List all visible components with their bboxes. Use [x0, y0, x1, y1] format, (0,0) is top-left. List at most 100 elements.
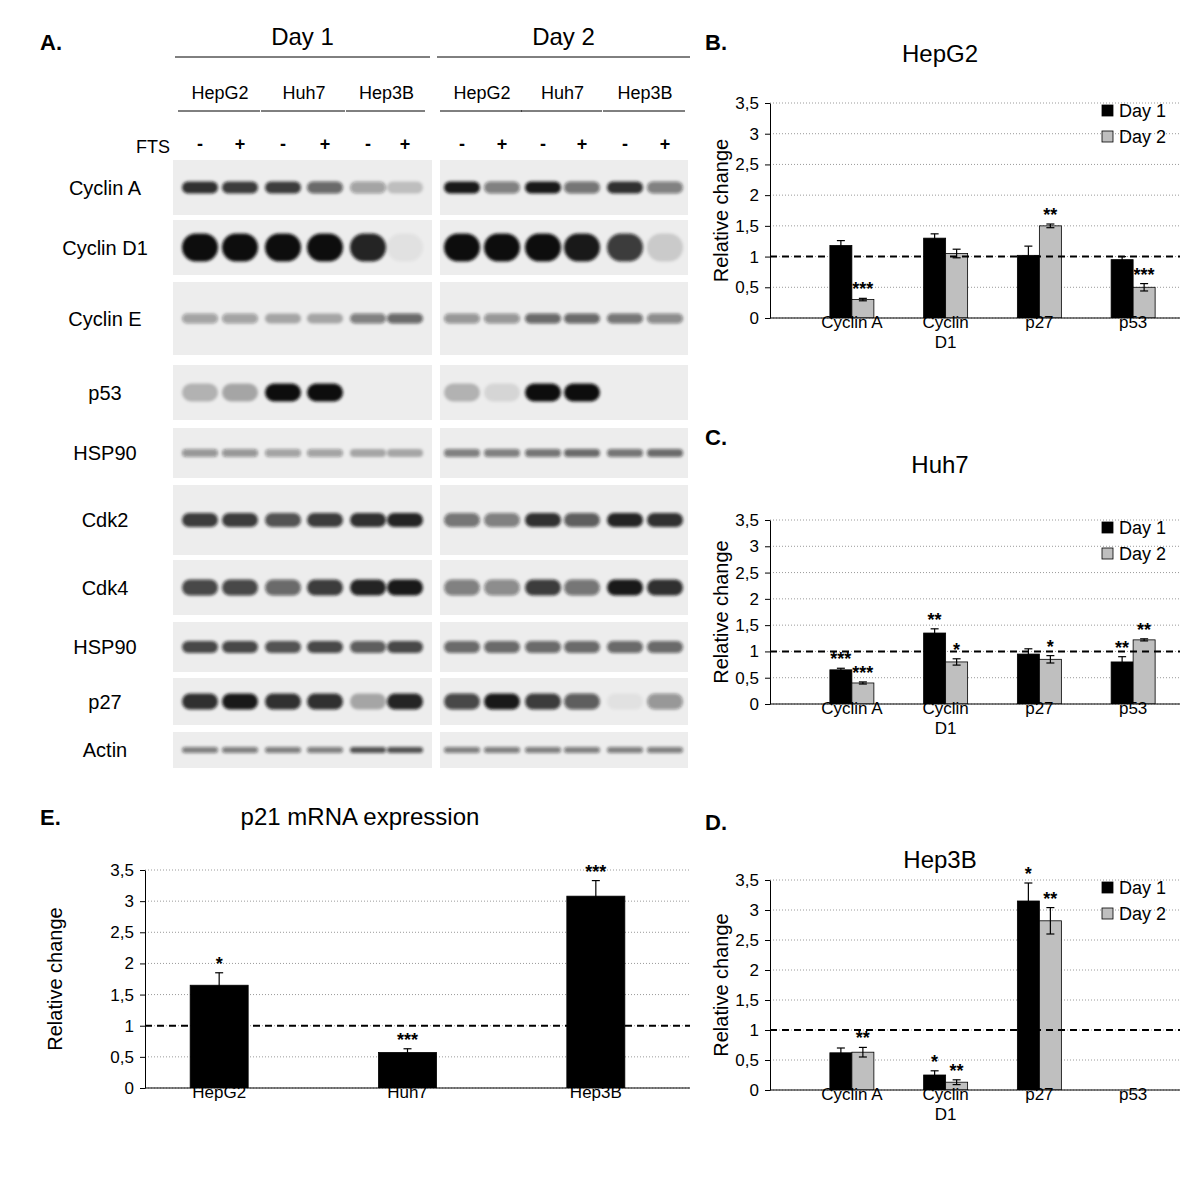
blot-band — [444, 580, 480, 596]
blot-band — [307, 580, 343, 596]
blot-band — [564, 314, 600, 324]
blot-band — [607, 747, 643, 753]
error-bar — [1046, 656, 1054, 663]
treatment-sign: - — [459, 134, 465, 154]
error-cap — [1118, 262, 1126, 263]
x-tick-label: p27 — [1025, 1085, 1053, 1104]
panel-label: E. — [40, 805, 61, 830]
grid — [770, 520, 1180, 704]
significance-labels: ******* — [216, 862, 607, 1050]
y-tick-label: 1,5 — [735, 217, 759, 236]
grid-line — [770, 256, 1180, 257]
grid-line — [770, 598, 1180, 599]
blot-band — [607, 234, 643, 262]
error-bar — [1118, 657, 1126, 668]
error-bar — [859, 1047, 867, 1057]
x-tick-label-line: p27 — [1025, 313, 1053, 332]
blot-band — [484, 580, 520, 596]
y-tick-label: 2 — [750, 590, 759, 609]
blot-band — [182, 314, 218, 324]
cell-line-underline — [178, 111, 260, 112]
error-cap — [1046, 662, 1054, 663]
y-tick: 2 — [125, 954, 145, 973]
error-stem — [407, 1049, 408, 1056]
y-tick-label: 0 — [125, 1079, 134, 1098]
y-tick-label: 2,5 — [110, 923, 134, 942]
panel-label: D. — [705, 810, 727, 835]
band-row — [182, 314, 683, 324]
error-bar — [1046, 908, 1054, 934]
panel-label: B. — [705, 30, 727, 55]
panel-label: C. — [705, 425, 727, 450]
y-tick-mark — [765, 704, 770, 705]
blot-band — [182, 694, 218, 710]
cell-line-label: Huh7 — [282, 83, 325, 103]
error-cap — [931, 1079, 939, 1080]
cell-line-label: HepG2 — [191, 83, 248, 103]
y-axis: 00,511,522,533,5 — [735, 871, 770, 1100]
x-tick: CyclinD1 — [922, 313, 968, 352]
legend-swatch — [1102, 131, 1113, 142]
blot-band — [607, 580, 643, 596]
y-axis-line — [770, 881, 771, 1091]
blot-band — [525, 580, 561, 596]
x-tick: CyclinD1 — [922, 699, 968, 738]
blot-band — [387, 694, 423, 710]
bar — [190, 985, 248, 1088]
x-tick: Hep3B — [570, 1083, 622, 1102]
error-cap — [837, 1057, 845, 1058]
y-tick-label: 0,5 — [735, 1051, 759, 1070]
x-tick-label: HepG2 — [192, 1083, 246, 1102]
blot-band — [484, 234, 520, 262]
x-axis: Cyclin ACyclinD1p27p53 — [821, 1085, 1147, 1124]
blot-strip — [173, 160, 432, 215]
x-tick: p27 — [1025, 313, 1053, 332]
blot-band — [564, 449, 600, 457]
blot-band — [607, 449, 643, 457]
protein-label: Cdk2 — [82, 509, 129, 531]
significance-label: ** — [1115, 638, 1129, 658]
marks — [770, 883, 1180, 1090]
blot-band — [484, 641, 520, 653]
y-tick-label: 2,5 — [735, 155, 759, 174]
error-cap — [592, 911, 600, 912]
blot-band — [222, 182, 258, 194]
error-cap — [931, 242, 939, 243]
x-tick-label: Huh7 — [387, 1083, 428, 1102]
x-tick: p53 — [1119, 313, 1147, 332]
y-tick-mark — [765, 1060, 770, 1061]
grid-line — [145, 870, 690, 871]
x-tick-label-line: HepG2 — [192, 1083, 246, 1102]
blot-band — [564, 747, 600, 753]
y-tick: 3,5 — [110, 861, 145, 880]
y-tick-label: 3 — [125, 892, 134, 911]
y-tick-mark — [765, 573, 770, 574]
error-cap — [1140, 640, 1148, 641]
blot-band — [525, 747, 561, 753]
blot-strip — [173, 560, 432, 615]
blot-band — [444, 234, 480, 262]
x-tick-label: p27 — [1025, 313, 1053, 332]
treatment-sign: + — [235, 134, 246, 154]
y-tick-label: 2 — [125, 954, 134, 973]
protein-label: Actin — [83, 739, 127, 761]
y-tick: 0 — [750, 695, 770, 714]
blot-band — [182, 449, 218, 457]
cell-line-label: Hep3B — [617, 83, 672, 103]
x-tick-label-line: D1 — [935, 333, 957, 352]
blot-band — [265, 314, 301, 324]
bar — [1039, 921, 1061, 1090]
blot-band — [647, 314, 683, 324]
bar — [946, 662, 968, 704]
blot-band — [647, 747, 683, 753]
blot-band — [525, 314, 561, 324]
grid-line — [770, 164, 1180, 165]
y-tick: 0,5 — [110, 1048, 145, 1067]
y-tick: 0 — [750, 309, 770, 328]
error-stem — [1050, 908, 1051, 934]
chart: 00,511,522,533,5********Cyclin ACyclinD1… — [705, 30, 1180, 352]
y-tick: 1,5 — [735, 991, 770, 1010]
y-tick: 2 — [750, 186, 770, 205]
y-tick-label: 3,5 — [735, 511, 759, 530]
blot-band — [182, 513, 218, 527]
